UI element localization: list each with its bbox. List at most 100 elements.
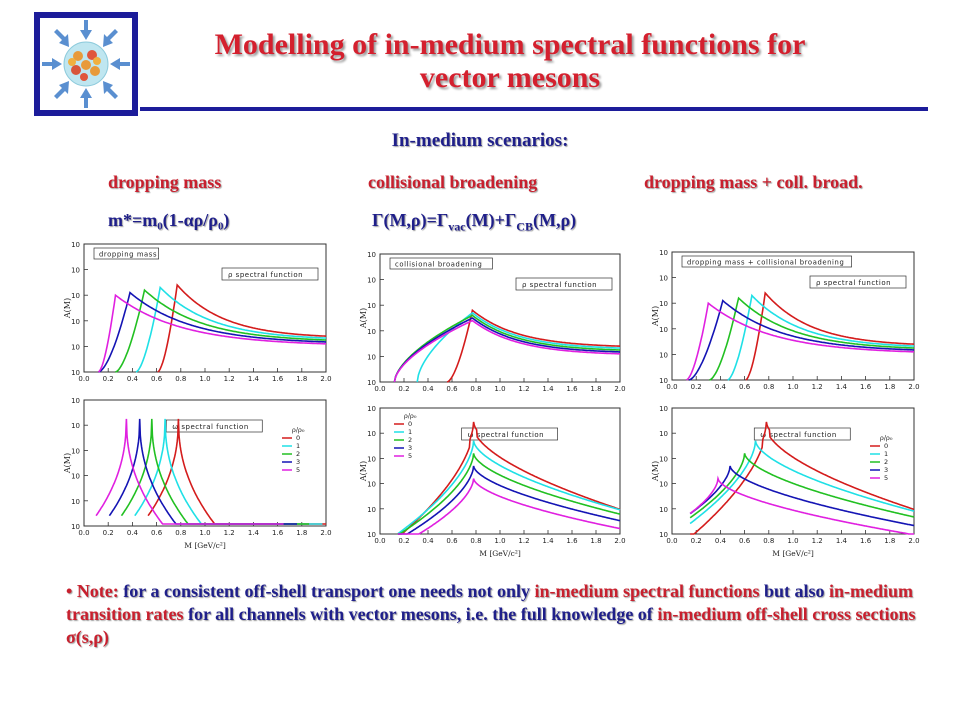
x-tick-label: 0.4 bbox=[422, 385, 434, 393]
legend-label: ω spectral function bbox=[468, 431, 545, 439]
x-tick-label: 0.6 bbox=[739, 383, 751, 391]
compression-arrows-icon bbox=[42, 20, 130, 108]
x-tick-label: 0.4 bbox=[127, 529, 139, 537]
x-tick-label: 0.6 bbox=[151, 529, 163, 537]
series-line bbox=[393, 314, 620, 383]
scenario-label: dropping mass + collisional broadening bbox=[687, 259, 844, 267]
x-tick-label: 0.0 bbox=[666, 383, 677, 391]
x-tick-label: 1.4 bbox=[542, 385, 554, 393]
legend-label: ρ spectral function bbox=[816, 279, 891, 287]
series-line bbox=[135, 285, 327, 373]
x-tick-label: 0.2 bbox=[691, 537, 702, 545]
x-tick-label: 0.8 bbox=[470, 537, 481, 545]
x-tick-label: 0.4 bbox=[715, 383, 727, 391]
series-line bbox=[689, 475, 914, 535]
x-tick-label: 1.2 bbox=[518, 385, 529, 393]
note-paragraph: • Note: for a consistent off-shell trans… bbox=[66, 581, 916, 647]
legend-label: ω spectral function bbox=[760, 431, 837, 439]
x-axis-label: M [GeV/c²] bbox=[184, 541, 226, 550]
density-legend-title: ρ/ρ₀ bbox=[880, 434, 893, 442]
y-tick-label: 10 bbox=[367, 506, 376, 514]
legend-box bbox=[753, 427, 851, 441]
y-tick-label: 10 bbox=[659, 300, 668, 308]
y-tick-label: 10 bbox=[659, 377, 668, 385]
series-line bbox=[97, 293, 326, 373]
y-tick-label: 10 bbox=[367, 328, 376, 336]
legend-box bbox=[461, 427, 558, 441]
density-legend-value: 1 bbox=[408, 428, 412, 436]
density-legend-value: 1 bbox=[296, 442, 300, 450]
density-legend-title: ρ/ρ₀ bbox=[292, 426, 305, 434]
series-line bbox=[446, 308, 621, 383]
x-tick-label: 1.0 bbox=[199, 529, 210, 537]
formula-dropping-mass: m*=m₀(1-αρ/ρ₀) bbox=[108, 210, 230, 230]
scenario-label-box bbox=[681, 255, 852, 268]
y-tick-label: 10 bbox=[367, 277, 376, 285]
y-axis-label: A(M) bbox=[359, 461, 368, 482]
density-legend-value: 0 bbox=[296, 434, 300, 442]
x-tick-label: 0.0 bbox=[78, 529, 89, 537]
series-line bbox=[689, 465, 915, 527]
x-tick-label: 0.0 bbox=[374, 537, 385, 545]
plot-frame bbox=[379, 253, 621, 383]
x-tick-label: 1.0 bbox=[494, 385, 505, 393]
y-tick-label: 10 bbox=[71, 523, 80, 531]
x-tick-label: 0.6 bbox=[446, 385, 458, 393]
legend-label: ρ spectral function bbox=[522, 281, 597, 289]
series-line bbox=[688, 299, 914, 381]
density-legend-value: 3 bbox=[296, 458, 300, 466]
density-legend-value: 5 bbox=[296, 466, 300, 474]
y-tick-label: 10 bbox=[71, 343, 80, 351]
header-rule bbox=[140, 107, 928, 111]
series-line bbox=[397, 440, 621, 535]
y-tick-label: 10 bbox=[659, 506, 668, 514]
density-legend-value: 3 bbox=[408, 444, 412, 452]
x-tick-label: 0.8 bbox=[470, 385, 481, 393]
x-tick-label: 1.6 bbox=[272, 529, 284, 537]
x-axis-label: M [GeV/c²] bbox=[479, 549, 521, 558]
x-tick-label: 1.8 bbox=[590, 385, 601, 393]
y-tick-label: 10 bbox=[659, 455, 668, 463]
series-line bbox=[115, 288, 326, 373]
x-tick-label: 1.8 bbox=[884, 383, 895, 391]
x-tick-label: 0.8 bbox=[763, 383, 774, 391]
legend-label: ω spectral function bbox=[172, 423, 249, 431]
series-line bbox=[393, 317, 620, 383]
y-tick-label: 10 bbox=[659, 430, 668, 438]
legend-box bbox=[221, 267, 319, 281]
y-axis-label: A(M) bbox=[359, 308, 368, 329]
series-line bbox=[690, 421, 915, 535]
x-tick-label: 0.2 bbox=[691, 383, 702, 391]
series-line bbox=[727, 293, 915, 381]
y-tick-label: 10 bbox=[659, 351, 668, 359]
y-tick-label: 10 bbox=[71, 473, 80, 481]
density-legend-title: ρ/ρ₀ bbox=[404, 412, 417, 420]
x-tick-label: 0.0 bbox=[374, 385, 385, 393]
x-tick-label: 2.0 bbox=[614, 385, 625, 393]
series-line bbox=[686, 301, 914, 381]
legend-label: ρ spectral function bbox=[228, 271, 303, 279]
scenario-label: collisional broadening bbox=[395, 261, 482, 269]
series-line bbox=[398, 478, 621, 535]
y-tick-label: 10 bbox=[367, 531, 376, 539]
nucleus-icon bbox=[63, 41, 109, 87]
series-line bbox=[393, 319, 620, 383]
legend-box bbox=[165, 419, 263, 433]
y-axis-label: A(M) bbox=[63, 453, 72, 474]
x-tick-label: 0.4 bbox=[715, 537, 727, 545]
y-tick-label: 10 bbox=[71, 267, 80, 275]
x-tick-label: 1.8 bbox=[884, 537, 895, 545]
y-tick-label: 10 bbox=[659, 481, 668, 489]
series-line bbox=[157, 283, 327, 373]
density-legend-value: 3 bbox=[884, 466, 888, 474]
y-tick-label: 10 bbox=[659, 249, 668, 257]
x-tick-label: 0.2 bbox=[398, 385, 409, 393]
x-tick-label: 0.6 bbox=[739, 537, 751, 545]
x-tick-label: 2.0 bbox=[908, 383, 919, 391]
x-tick-label: 1.6 bbox=[272, 375, 284, 383]
x-tick-label: 1.4 bbox=[836, 383, 848, 391]
scenario-label-box bbox=[389, 257, 493, 270]
series-line bbox=[689, 453, 915, 519]
